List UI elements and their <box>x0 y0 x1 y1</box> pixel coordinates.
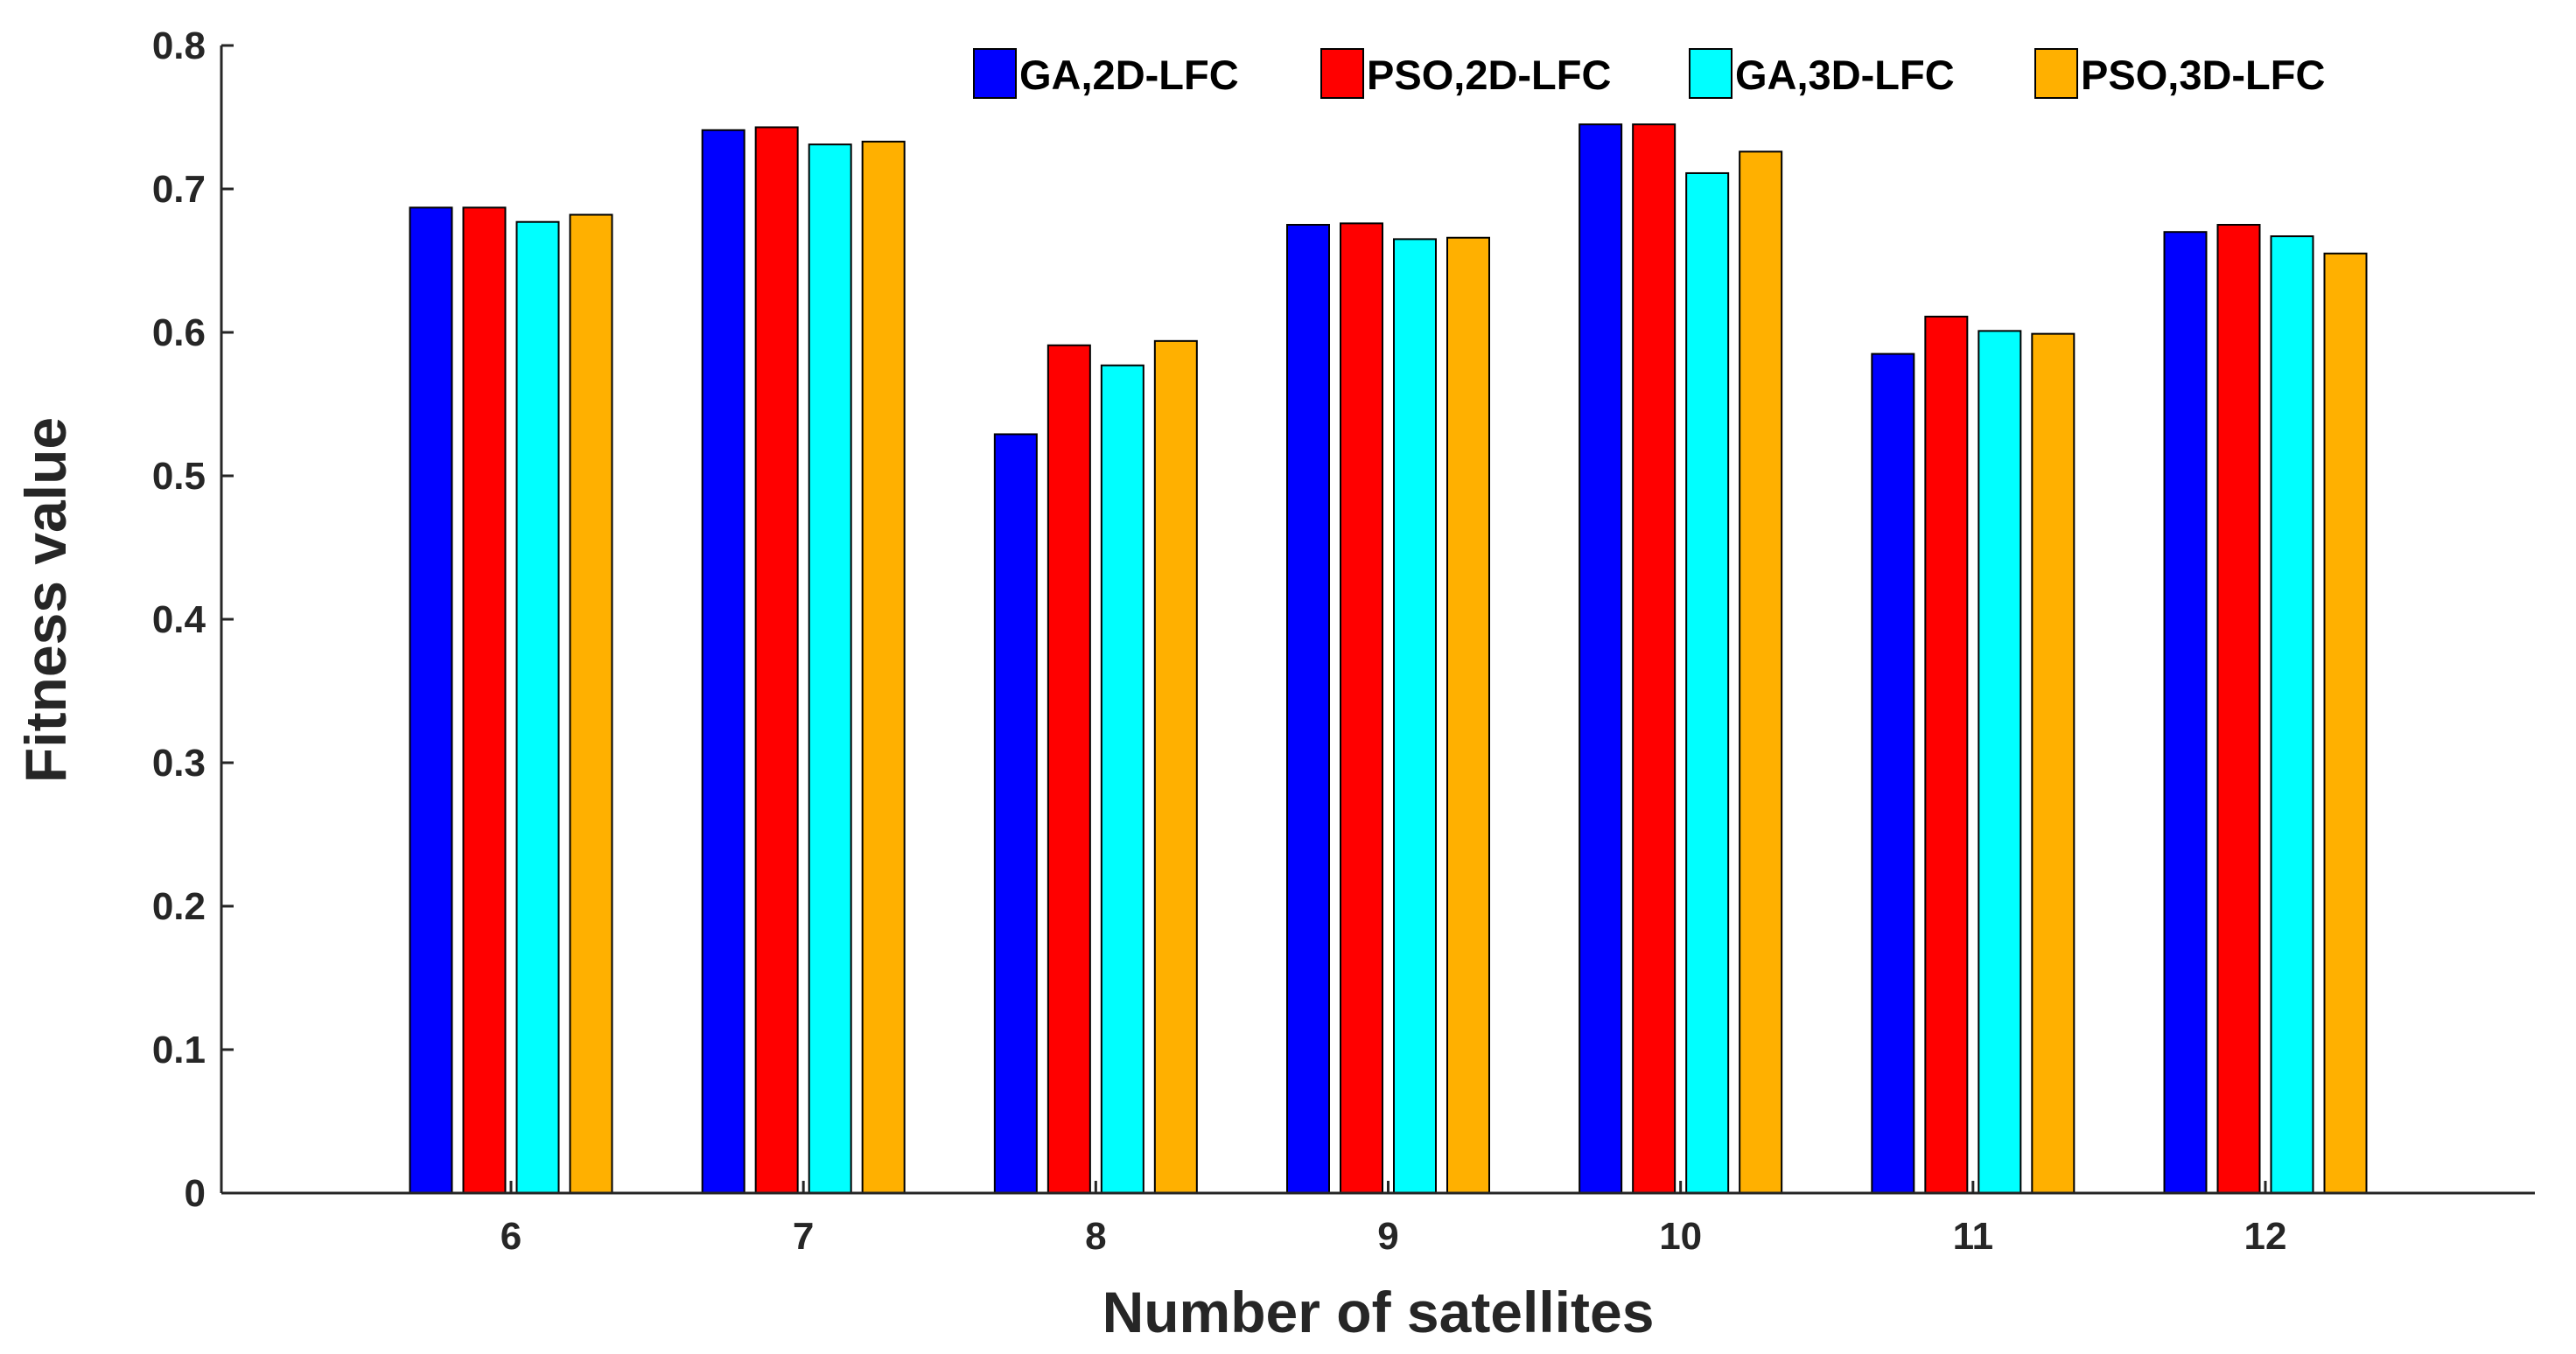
bar <box>462 206 507 1195</box>
x-tick-label: 12 <box>2244 1215 2287 1258</box>
y-tick-label: 0.7 <box>152 168 206 211</box>
bar <box>1632 123 1676 1195</box>
bar <box>2163 231 2208 1195</box>
bar <box>808 143 852 1194</box>
bar <box>1924 315 1969 1194</box>
bar <box>1978 330 2022 1194</box>
bar <box>569 213 613 1194</box>
bar <box>515 220 560 1195</box>
y-axis-title: Fitness value <box>13 417 78 783</box>
x-tick-label: 6 <box>500 1215 522 1258</box>
bar <box>409 206 453 1195</box>
bar <box>1340 222 1383 1195</box>
x-axis-title: Number of satellites <box>1102 1280 1655 1344</box>
y-tick-label: 0.4 <box>152 598 206 641</box>
y-tick-label: 0 <box>185 1172 206 1215</box>
y-ticks-group: 0 0.1 0.2 0.3 0.4 0.5 0.6 0.7 0.8 <box>152 24 234 1215</box>
y-tick-label: 0.1 <box>152 1029 206 1071</box>
legend-swatch <box>1689 48 1732 99</box>
legend-label: GA,3D-LFC <box>1735 52 1955 98</box>
bar <box>1871 352 1915 1195</box>
legend-label: PSO,2D-LFC <box>1367 52 1611 98</box>
x-tick-label: 8 <box>1085 1215 1106 1258</box>
bar <box>1153 339 1198 1194</box>
bar <box>1393 238 1437 1194</box>
legend: GA,2D-LFC PSO,2D-LFC GA,3D-LFC PSO,3D-LFC <box>973 48 2325 99</box>
legend-label: PSO,3D-LFC <box>2081 52 2325 98</box>
bar <box>1446 236 1490 1194</box>
bar <box>1286 224 1330 1194</box>
bar <box>861 140 906 1194</box>
bar <box>993 433 1038 1194</box>
legend-swatch <box>2034 48 2078 99</box>
bar <box>2031 332 2076 1194</box>
x-tick-label: 7 <box>793 1215 814 1258</box>
bar <box>1100 364 1144 1195</box>
bar <box>1046 344 1091 1194</box>
bar <box>1685 171 1730 1195</box>
legend-swatch <box>973 48 1017 99</box>
legend-swatch <box>1320 48 1364 99</box>
y-tick-label: 0.6 <box>152 311 206 354</box>
bar <box>2270 235 2314 1194</box>
bar <box>1578 123 1623 1195</box>
bars-group <box>409 123 2368 1195</box>
y-tick-label: 0.2 <box>152 885 206 928</box>
x-tick-label: 9 <box>1377 1215 1398 1258</box>
y-tick-label: 0.8 <box>152 24 206 67</box>
x-tick-label: 11 <box>1953 1215 1994 1258</box>
legend-label: GA,2D-LFC <box>1019 52 1239 98</box>
bar <box>754 126 799 1195</box>
bar <box>2323 252 2368 1194</box>
bar <box>2216 224 2261 1194</box>
x-tick-label: 10 <box>1659 1215 1702 1258</box>
y-tick-label: 0.3 <box>152 742 206 785</box>
y-tick-label: 0.5 <box>152 455 206 498</box>
bar <box>701 129 746 1194</box>
x-ticks-group: 6 7 8 9 10 11 12 <box>500 1181 2287 1258</box>
bar <box>1739 150 1783 1195</box>
